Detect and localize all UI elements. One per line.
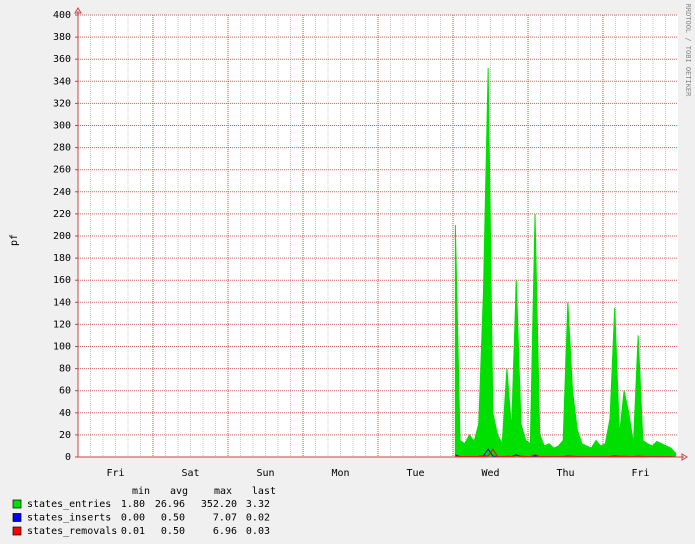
- legend-label: states_inserts: [27, 513, 111, 524]
- x-tick-label: Tue: [406, 468, 424, 479]
- legend-swatch: [12, 499, 22, 509]
- legend-label: states_entries: [27, 499, 111, 510]
- y-axis-arrow: [74, 7, 82, 14]
- x-tick-label: Fri: [631, 468, 649, 479]
- y-tick-label: 40: [59, 408, 71, 419]
- y-tick-label: 400: [53, 10, 71, 21]
- watermark: RRDTOOL / TOBI OETIKER: [684, 4, 692, 98]
- legend-column: last: [252, 486, 276, 497]
- y-tick-label: 240: [53, 187, 71, 198]
- y-tick-label: 300: [53, 121, 71, 132]
- legend-stat: 0.01: [121, 526, 145, 537]
- y-tick-label: 320: [53, 98, 71, 109]
- y-tick-label: 60: [59, 386, 71, 397]
- y-tick-label: 220: [53, 209, 71, 220]
- x-tick-label: Sun: [256, 468, 274, 479]
- legend-stat: 0.50: [161, 526, 185, 537]
- y-axis-label: pf: [9, 234, 20, 246]
- y-tick-label: 340: [53, 76, 71, 87]
- legend-stat: 352.20: [201, 499, 237, 510]
- legend-swatch: [12, 513, 22, 522]
- y-tick-label: 100: [53, 342, 71, 353]
- legend-stat: 26.96: [155, 499, 185, 510]
- legend-label: states_removals: [27, 526, 117, 537]
- x-tick-label: Mon: [331, 468, 349, 479]
- y-tick-label: 260: [53, 165, 71, 176]
- legend-stat: 0.03: [246, 526, 270, 537]
- legend-column: avg: [170, 486, 188, 497]
- y-tick-label: 200: [53, 231, 71, 242]
- y-tick-label: 0: [65, 452, 71, 463]
- x-axis-arrow: [681, 453, 688, 461]
- legend-stat: 0.00: [121, 513, 145, 524]
- legend-stat: 6.96: [213, 526, 237, 537]
- x-tick-label: Fri: [106, 468, 124, 479]
- legend-stat: 1.80: [121, 499, 145, 510]
- legend-stat: 3.32: [246, 499, 270, 510]
- y-tick-label: 140: [53, 297, 71, 308]
- legend-swatch: [12, 526, 22, 536]
- legend-column: min: [132, 486, 150, 497]
- x-tick-label: Thu: [556, 468, 574, 479]
- y-tick-label: 280: [53, 143, 71, 154]
- legend-column: max: [214, 486, 232, 497]
- y-tick-label: 120: [53, 319, 71, 330]
- x-tick-label: Wed: [481, 468, 499, 479]
- y-tick-label: 80: [59, 364, 71, 375]
- area: [454, 68, 677, 458]
- y-tick-label: 160: [53, 275, 71, 286]
- y-tick-label: 180: [53, 253, 71, 264]
- legend-stat: 0.50: [161, 513, 185, 524]
- y-tick-label: 380: [53, 32, 71, 43]
- legend-stat: 7.07: [213, 513, 237, 524]
- legend-stat: 0.02: [246, 513, 270, 524]
- y-tick-label: 20: [59, 430, 71, 441]
- y-tick-label: 360: [53, 54, 71, 65]
- x-tick-label: Sat: [181, 468, 199, 479]
